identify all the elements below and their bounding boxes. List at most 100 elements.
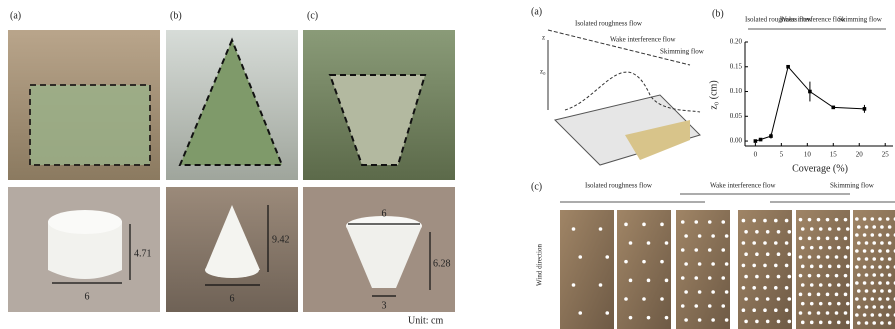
hole — [886, 297, 890, 301]
regime-label: Wake interference flow — [610, 36, 676, 44]
x-tick-label: 15 — [830, 151, 838, 159]
hole — [819, 321, 823, 325]
hole — [808, 237, 812, 241]
hole — [870, 249, 874, 253]
hole — [766, 230, 770, 234]
hole — [828, 283, 832, 287]
hole — [799, 255, 803, 259]
hole — [721, 276, 725, 280]
hole — [744, 297, 748, 301]
hole — [799, 311, 803, 315]
hole — [870, 233, 874, 237]
hole — [888, 241, 892, 245]
hole — [846, 246, 850, 250]
hole — [878, 233, 882, 237]
plate-photo — [617, 210, 671, 329]
hole — [763, 286, 767, 290]
hole — [872, 305, 876, 309]
hole — [855, 281, 859, 285]
hole — [828, 227, 832, 231]
hole — [846, 227, 850, 231]
hole — [774, 264, 778, 268]
hole — [711, 234, 715, 238]
hole — [886, 313, 890, 317]
dimension: 6 — [85, 291, 90, 302]
hole — [801, 321, 805, 325]
hole — [766, 252, 770, 256]
hole — [837, 246, 841, 250]
hole — [878, 313, 882, 317]
panel-label: (b) — [170, 10, 182, 21]
x-tick-label: 25 — [882, 151, 890, 159]
hole — [846, 283, 850, 287]
dimension: 9.42 — [272, 234, 290, 245]
hole — [642, 297, 646, 301]
hole — [647, 279, 651, 283]
hole — [684, 262, 688, 266]
hole — [788, 252, 792, 256]
hole — [774, 219, 778, 223]
hole — [810, 227, 814, 231]
hole — [846, 302, 850, 306]
hole — [865, 225, 869, 229]
hole — [835, 311, 839, 315]
hole — [886, 265, 890, 269]
hole — [808, 293, 812, 297]
hole — [808, 218, 812, 222]
hole — [777, 252, 781, 256]
hole — [817, 218, 821, 222]
hole — [744, 320, 748, 324]
x-tick-label: 10 — [804, 151, 812, 159]
hole — [878, 217, 882, 221]
hole — [880, 289, 884, 293]
hole — [578, 311, 582, 315]
hole — [865, 241, 869, 245]
hole — [624, 260, 628, 264]
hole — [711, 290, 715, 294]
hole — [599, 283, 603, 287]
regime-label: Wake interference flow — [780, 16, 846, 24]
hole — [788, 297, 792, 301]
hole — [835, 293, 839, 297]
hole — [863, 281, 867, 285]
hole — [819, 227, 823, 231]
hole — [865, 305, 869, 309]
hole — [855, 249, 859, 253]
hole — [711, 262, 715, 266]
hole — [774, 308, 778, 312]
line — [755, 67, 864, 141]
hole — [755, 275, 759, 279]
hole — [660, 260, 664, 264]
hole — [799, 274, 803, 278]
hole — [835, 218, 839, 222]
hole — [888, 305, 892, 309]
hole — [886, 233, 890, 237]
hole — [819, 265, 823, 269]
hole — [857, 257, 861, 261]
hole — [817, 274, 821, 278]
hole — [878, 265, 882, 269]
hole — [698, 262, 702, 266]
hole — [888, 289, 892, 293]
hole — [837, 321, 841, 325]
dimension: 6 — [230, 293, 235, 304]
hole — [742, 264, 746, 268]
hole — [844, 274, 848, 278]
hole — [826, 255, 830, 259]
hole — [844, 311, 848, 315]
hole — [785, 286, 789, 290]
hole — [755, 297, 759, 301]
y-tick-label: 0.05 — [730, 112, 743, 120]
regime-label: Isolated roughness flow — [575, 20, 643, 28]
regime-arrows — [560, 194, 895, 202]
hole — [857, 225, 861, 229]
hole — [828, 265, 832, 269]
hole — [572, 283, 576, 287]
hole — [681, 220, 685, 224]
hole — [870, 297, 874, 301]
hole — [698, 318, 702, 322]
hole — [721, 304, 725, 308]
regime-label: Isolated roughness flow — [585, 182, 653, 190]
point — [863, 107, 867, 111]
hole — [880, 305, 884, 309]
